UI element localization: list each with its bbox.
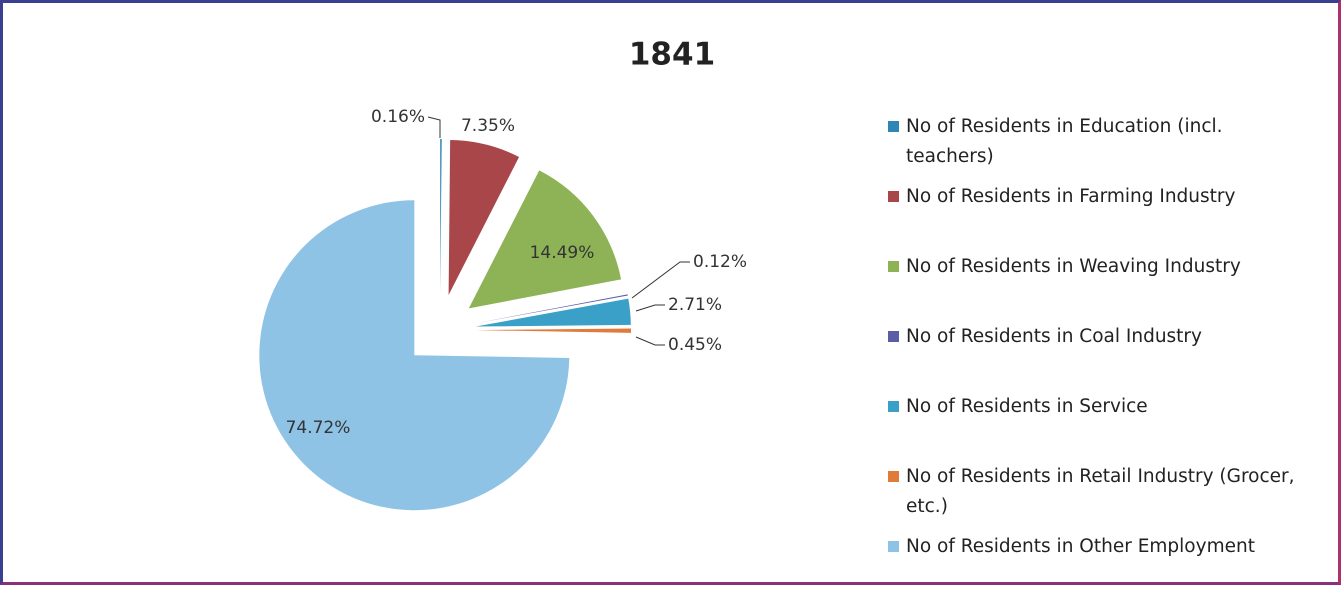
legend-item: No of Residents in Retail Industry (Groc… xyxy=(888,462,1328,532)
leader-lines xyxy=(427,116,690,346)
pie-slice xyxy=(440,139,442,295)
pie-slice xyxy=(475,298,631,327)
chart-title: 1841 xyxy=(629,37,715,73)
legend-label: No of Residents in Other Employment xyxy=(906,536,1255,557)
legend-label: No of Residents in Education (incl. teac… xyxy=(906,116,1223,167)
pie-slice xyxy=(448,140,520,296)
data-label: 14.49% xyxy=(530,243,595,263)
legend-label: No of Residents in Farming Industry xyxy=(906,186,1236,207)
legend-swatch xyxy=(888,541,899,552)
data-label: 0.45% xyxy=(668,335,722,355)
legend-label: No of Residents in Service xyxy=(906,396,1148,417)
legend-label: No of Residents in Retail Industry (Groc… xyxy=(906,466,1295,517)
data-label: 74.72% xyxy=(286,418,351,438)
legend-swatch xyxy=(888,121,899,132)
legend-item: No of Residents in Education (incl. teac… xyxy=(888,112,1328,182)
pie-slice xyxy=(468,170,622,309)
legend-item: No of Residents in Service xyxy=(888,392,1328,462)
pie-slice xyxy=(475,294,628,324)
data-label: 2.71% xyxy=(668,295,722,315)
data-label: 0.16% xyxy=(371,107,425,127)
chart: 1841 0.16% 7.35% 14.49% 0.12% 2.71% 0.45% 74.7… xyxy=(259,37,747,511)
leader-line xyxy=(635,304,665,312)
chart-frame xyxy=(0,0,1341,585)
legend-swatch xyxy=(888,191,899,202)
leader-line xyxy=(631,261,690,299)
legend-label: No of Residents in Coal Industry xyxy=(906,326,1202,347)
data-label: 0.12% xyxy=(693,252,747,272)
legend-swatch xyxy=(888,471,899,482)
legend-item: No of Residents in Farming Industry xyxy=(888,182,1328,252)
legend-swatch xyxy=(888,331,899,342)
pie-slice xyxy=(259,200,570,511)
legend-item: No of Residents in Coal Industry xyxy=(888,322,1328,392)
leader-line xyxy=(427,116,441,138)
data-label: 7.35% xyxy=(461,116,515,136)
legend-item: No of Residents in Other Employment xyxy=(888,532,1328,602)
leader-line xyxy=(635,336,665,346)
pie-slice xyxy=(475,328,631,333)
legend-swatch xyxy=(888,261,899,272)
legend-item: No of Residents in Weaving Industry xyxy=(888,252,1328,322)
legend-label: No of Residents in Weaving Industry xyxy=(906,256,1241,277)
legend-swatch xyxy=(888,401,899,412)
legend: No of Residents in Education (incl. teac… xyxy=(888,112,1328,602)
